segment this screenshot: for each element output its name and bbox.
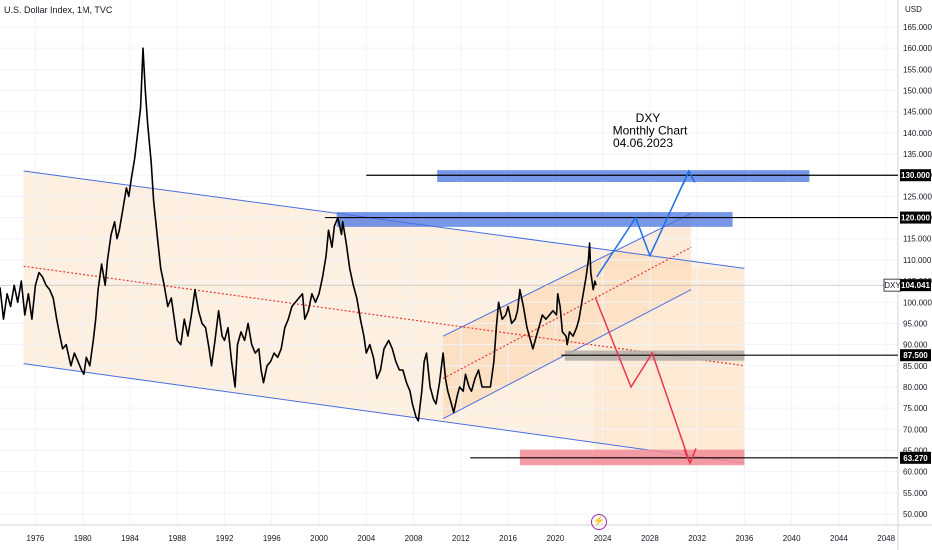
y-axis-unit: USD <box>905 5 922 14</box>
y-tick-label: 50.000 <box>903 510 928 519</box>
x-tick-label: 1988 <box>168 534 186 543</box>
x-tick-label: 1980 <box>74 534 92 543</box>
asc-channel-midline[interactable] <box>442 246 692 380</box>
symbol-tag-text: DXY <box>884 281 901 290</box>
annotation-line-1: Monthly Chart <box>613 124 688 138</box>
y-tick-label: 95.000 <box>903 319 928 328</box>
y-tick-label: 150.000 <box>903 87 932 96</box>
bearish-arrow-head <box>683 448 697 466</box>
x-tick-label: 2024 <box>594 534 612 543</box>
symbol-info: U.S. Dollar Index, 1M, TVC <box>4 5 113 15</box>
asc-channel-upper-line[interactable] <box>442 212 692 337</box>
y-tick-label: 65.000 <box>903 446 928 455</box>
channel-lower-line[interactable] <box>23 363 745 464</box>
y-tick-label: 90.000 <box>903 341 928 350</box>
x-tick-label: 2012 <box>452 534 470 543</box>
y-tick-label: 160.000 <box>903 44 932 53</box>
price-series-line-0[interactable] <box>0 47 597 422</box>
x-tick-label: 2008 <box>405 534 423 543</box>
x-tick-label: 2032 <box>688 534 706 543</box>
price-badge <box>900 211 931 224</box>
y-tick-label: 80.000 <box>903 383 928 392</box>
x-tick-label: 2044 <box>830 534 848 543</box>
annotation-line-2: 04.06.2023 <box>613 136 673 150</box>
price-badge <box>900 279 931 292</box>
y-tick-label: 155.000 <box>903 65 932 74</box>
price-badge-label: 104.041 <box>901 281 930 290</box>
resistance-zone-130[interactable] <box>437 170 810 182</box>
ascending-channel-fill <box>443 213 692 419</box>
y-tick-label: 55.000 <box>903 489 928 498</box>
y-tick-label: 85.000 <box>903 362 928 371</box>
x-tick-label: 1992 <box>216 534 234 543</box>
y-tick-label: 135.000 <box>903 150 932 159</box>
lightning-icon[interactable]: ⚡ <box>591 514 607 530</box>
y-tick-label: 125.000 <box>903 192 932 201</box>
bullish-path-arrow[interactable] <box>596 170 690 278</box>
price-badge <box>900 349 931 362</box>
y-tick-label: 165.000 <box>903 23 932 32</box>
y-tick-label: 145.000 <box>903 108 932 117</box>
x-tick-label: 2004 <box>357 534 375 543</box>
price-badge-label: 87.500 <box>903 351 928 360</box>
bullish-arrow-head <box>682 169 696 185</box>
x-tick-label: 2028 <box>641 534 659 543</box>
y-tick-label: 100.000 <box>903 298 932 307</box>
annotation-line-0: DXY <box>636 111 661 125</box>
price-badge <box>900 451 931 464</box>
x-tick-label: 1984 <box>121 534 139 543</box>
x-tick-label: 2000 <box>310 534 328 543</box>
price-badge <box>900 169 931 182</box>
y-tick-label: 70.000 <box>903 425 928 434</box>
x-tick-label: 1976 <box>27 534 45 543</box>
channel-midline[interactable] <box>23 265 745 367</box>
price-badge-label: 130.000 <box>901 171 930 180</box>
x-tick-label: 2036 <box>735 534 753 543</box>
x-tick-label: 2016 <box>499 534 517 543</box>
price-badge-label: 63.270 <box>903 454 928 463</box>
resistance-zone-120[interactable] <box>336 212 733 227</box>
y-tick-label: 140.000 <box>903 129 932 138</box>
y-tick-label: 115.000 <box>903 235 932 244</box>
x-tick-label: 2040 <box>783 534 801 543</box>
bearish-path-arrow[interactable] <box>594 297 691 464</box>
x-tick-label: 1996 <box>263 534 281 543</box>
x-tick-label: 2048 <box>877 534 895 543</box>
price-badge-label: 120.000 <box>901 214 930 223</box>
x-tick-label: 2020 <box>546 534 564 543</box>
y-tick-label: 110.000 <box>903 256 932 265</box>
y-tick-label: 75.000 <box>903 404 928 413</box>
y-tick-label: 60.000 <box>903 468 928 477</box>
